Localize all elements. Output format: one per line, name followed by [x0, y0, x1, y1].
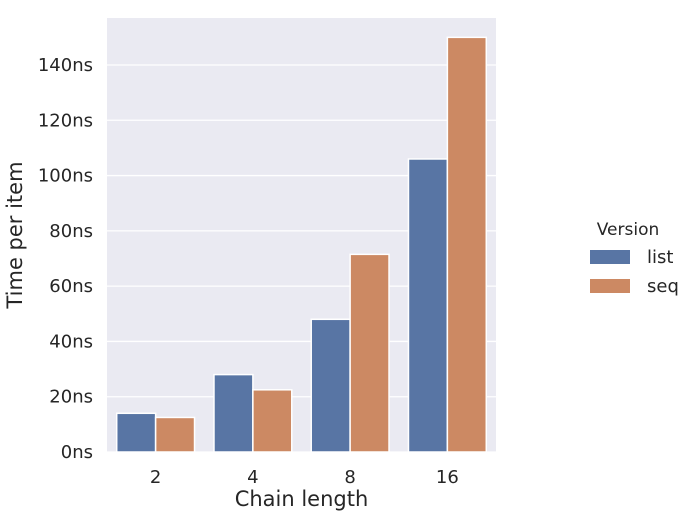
y-tick-label: 80ns: [49, 221, 93, 242]
x-axis-label: Chain length: [235, 487, 369, 511]
bar-seq-4: [252, 389, 293, 453]
y-tick-label: 0ns: [61, 442, 93, 463]
bar-list-2: [115, 412, 157, 453]
legend-swatch-list: [590, 250, 630, 264]
x-tick-label: 8: [344, 467, 355, 488]
bar-seq-16: [446, 36, 488, 453]
x-tick-label: 16: [436, 467, 459, 488]
bars: [115, 36, 488, 453]
x-tick-label: 2: [150, 467, 161, 488]
y-axis-label: Time per item: [3, 161, 27, 309]
legend-label-seq: seq: [647, 276, 679, 297]
y-tick-label: 20ns: [49, 387, 93, 408]
y-tick-label: 140ns: [38, 55, 93, 76]
bar-seq-8: [349, 253, 390, 453]
legend-swatch-seq: [590, 279, 630, 293]
bar-list-16: [407, 158, 449, 453]
y-tick-label: 40ns: [49, 331, 93, 352]
y-axis-ticks: 0ns 20ns 40ns 60ns 80ns 100ns 120ns 140ns: [38, 55, 93, 463]
legend-label-list: list: [647, 247, 673, 268]
bar-seq-2: [154, 416, 196, 453]
y-tick-label: 60ns: [49, 276, 93, 297]
y-tick-label: 120ns: [38, 110, 93, 131]
x-tick-label: 4: [247, 467, 258, 488]
x-axis-ticks: 2 4 8 16: [150, 467, 459, 488]
bar-list-4: [213, 373, 254, 453]
legend-title: Version: [597, 220, 660, 240]
legend: Version list seq: [590, 220, 679, 297]
y-tick-label: 100ns: [38, 166, 93, 187]
bar-list-8: [310, 318, 351, 453]
